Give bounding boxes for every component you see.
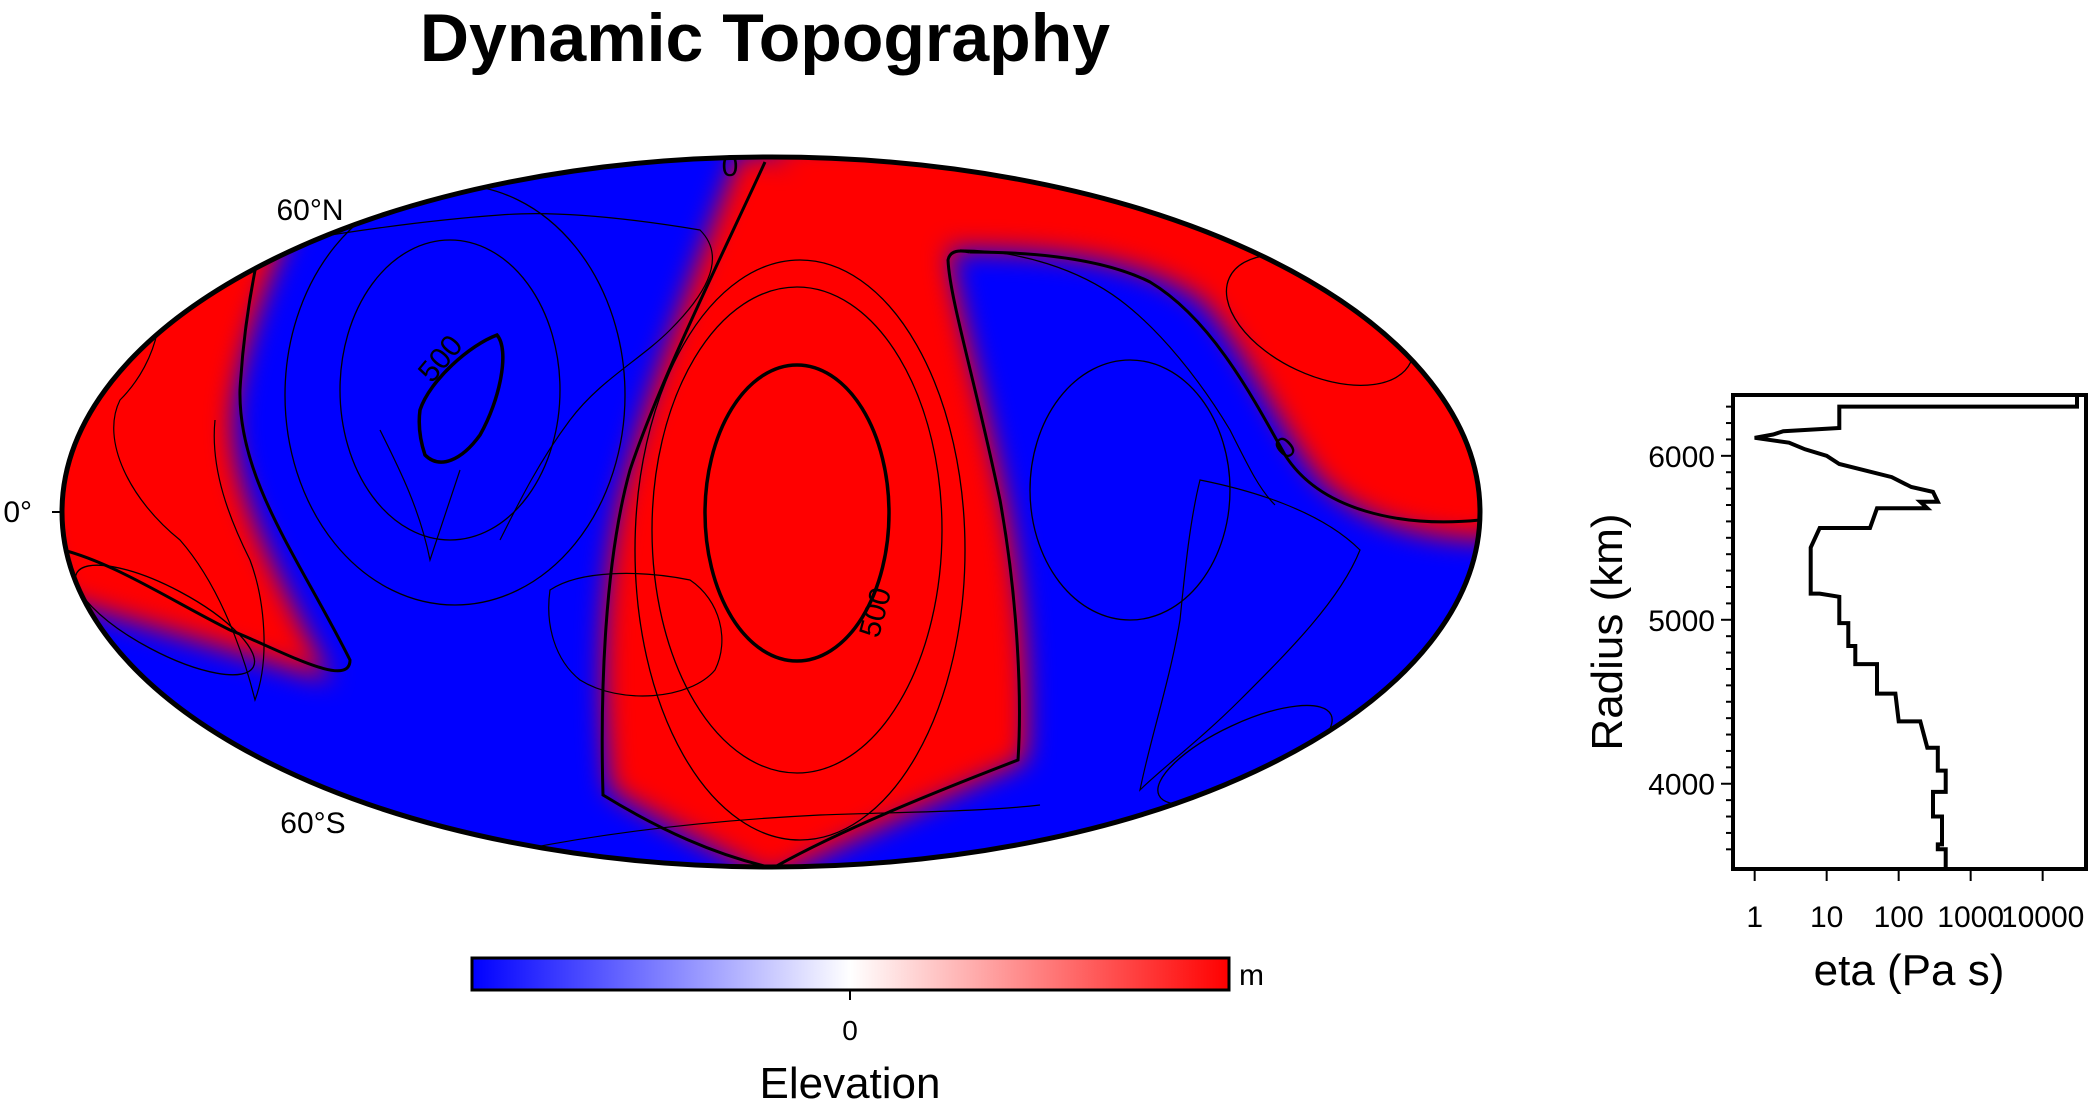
contour-zero-central-west — [600, 161, 774, 867]
contour-americas — [1029, 359, 1231, 621]
profile-x-axis-label: eta (Pa s) — [1814, 946, 2005, 995]
contour-zero-central-east — [772, 249, 1021, 867]
coastline-antarctica — [519, 804, 1041, 851]
profile-series-line — [1754, 395, 2079, 871]
contour-outer-ellipse — [634, 259, 966, 841]
latitude-labels: 60°N 0° 60°S — [3, 194, 345, 840]
x-tick-label: 1 — [1746, 901, 1763, 934]
x-tick-label: 10 — [1810, 901, 1843, 934]
coastline-north-america — [959, 249, 1276, 506]
contour-zero-northeast — [969, 250, 1480, 524]
profile-y-axis-label: Radius (km) — [1583, 513, 1632, 750]
colorbar-unit: m — [1239, 959, 1264, 992]
page-title: Dynamic Topography — [419, 0, 1111, 76]
x-tick-label: 100 — [1874, 901, 1924, 934]
coastline-asia — [299, 213, 713, 541]
y-tick-label: 5000 — [1648, 605, 1715, 638]
y-tick-label: 6000 — [1648, 441, 1715, 474]
profile-plot-frame — [1731, 393, 2088, 871]
coastlines — [113, 213, 1361, 851]
contour-500-ellipse — [703, 363, 891, 663]
contour-inner-ellipse — [651, 286, 943, 774]
contour-asia-inner — [339, 239, 561, 541]
contour-label-zero-top: 0 — [722, 150, 739, 183]
red-region-central — [603, 157, 1027, 867]
x-tick-label: 10000 — [2001, 901, 2084, 934]
x-tick-label: 1000 — [1937, 901, 2004, 934]
coastline-india — [379, 429, 461, 563]
contour-zero-west — [62, 157, 352, 673]
y-tick-label: 4000 — [1648, 769, 1715, 802]
lat-label-equator: 0° — [3, 496, 32, 529]
contour-southwest — [74, 564, 256, 676]
colorbar-label: Elevation — [759, 1059, 940, 1104]
colorbar: 0 m Elevation — [470, 956, 1264, 1104]
lat-label-60s: 60°S — [280, 807, 345, 840]
topography-map: 0 0 500 500 60°N 0° 60°S 0 m Elevation — [3, 150, 1483, 1104]
coastline-australia — [548, 572, 723, 697]
contour-500-asia — [417, 332, 505, 464]
colorbar-ramp — [470, 956, 1231, 992]
coastline-europe-africa — [113, 269, 265, 703]
lat-label-60n: 60°N — [276, 194, 343, 227]
colorbar-tick-label: 0 — [842, 1015, 858, 1046]
profile-y-axis: 4000 5000 6000 — [1648, 405, 1733, 851]
elevation-field — [62, 157, 1480, 867]
coastline-south-america — [1139, 479, 1361, 792]
